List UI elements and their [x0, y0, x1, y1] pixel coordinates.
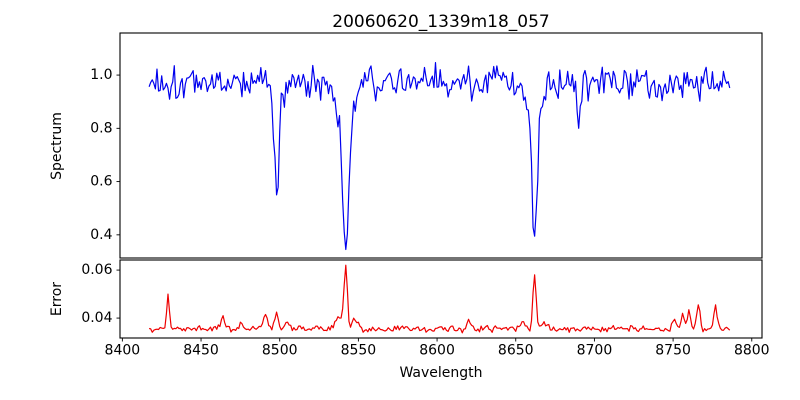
y-axis-label-error: Error — [49, 281, 65, 317]
x-axis-label: Wavelength — [399, 365, 483, 381]
y-tick-label-error: 0.06 — [81, 262, 112, 278]
x-tick-label: 8650 — [498, 343, 534, 359]
y-axis-label-spectrum: Spectrum — [49, 112, 65, 180]
x-tick-label: 8750 — [655, 343, 691, 359]
axes-frame-spectrum — [119, 32, 763, 259]
error-line — [148, 264, 731, 334]
y-tick-label-error: 0.04 — [81, 310, 112, 326]
x-tick-label: 8400 — [105, 343, 141, 359]
x-tick-label: 8450 — [183, 343, 219, 359]
y-tick-label-spectrum: 0.6 — [90, 174, 112, 190]
x-tick-label: 8550 — [341, 343, 377, 359]
x-tick-label: 8700 — [577, 343, 613, 359]
y-tick-label-spectrum: 1.0 — [90, 67, 112, 83]
axes-frame-error — [119, 259, 763, 339]
x-tick-label: 8800 — [734, 343, 770, 359]
x-tick-label: 8500 — [262, 343, 298, 359]
spectrum-line — [148, 62, 731, 251]
x-tick-label: 8600 — [419, 343, 455, 359]
chart-title: 20060620_1339m18_057 — [332, 12, 550, 32]
y-tick-label-spectrum: 0.8 — [90, 120, 112, 136]
y-tick-label-spectrum: 0.4 — [90, 227, 112, 243]
